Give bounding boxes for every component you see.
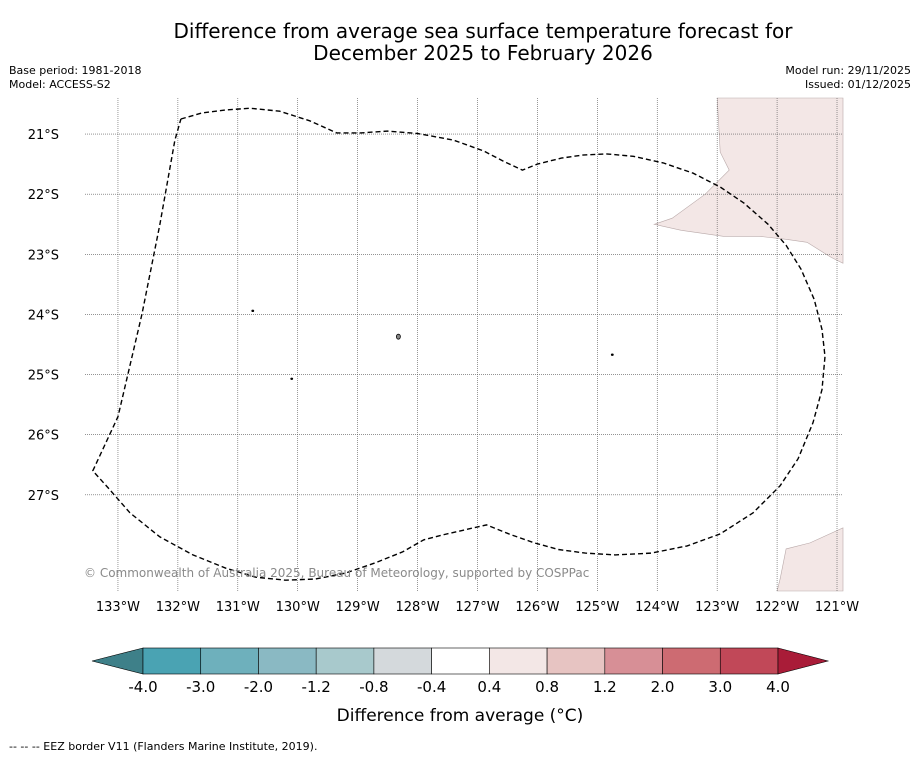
anomaly-region: [776, 527, 844, 592]
colorbar-tick-label: -0.4: [417, 678, 446, 696]
colorbar: -4.0 -3.0 -2.0 -1.2 -0.8 -0.4 0.4 0.8 1.2 2.0 3.0 4…: [91, 647, 830, 696]
longitude-tick-label: 129°W: [336, 600, 380, 615]
base-period: Base period: 1981-2018: [9, 64, 142, 77]
colorbar-high-extension: [777, 647, 830, 675]
latitude-tick-label: 24°S: [28, 308, 59, 323]
metadata-right: Model run: 29/11/2025 Issued: 01/12/2025: [785, 64, 911, 92]
colorbar-tick-label: -3.0: [186, 678, 215, 696]
colorbar-segment: [604, 647, 663, 675]
colorbar-segment: [258, 647, 317, 675]
latitude-tick-label: 22°S: [28, 188, 59, 203]
colorbar-segment: [546, 647, 606, 675]
latitude-tick-label: 27°S: [28, 489, 59, 504]
longitude-tick-label: 121°W: [815, 600, 859, 615]
colorbar-segment: [200, 647, 259, 675]
eez-border: [91, 107, 826, 581]
model-name: Model: ACCESS-S2: [9, 78, 111, 91]
colorbar-tick-label: -4.0: [128, 678, 157, 696]
latitude-tick-label: 23°S: [28, 248, 59, 263]
colorbar-tick-label: 1.2: [593, 678, 617, 696]
metadata-left: Base period: 1981-2018 Model: ACCESS-S2: [9, 64, 141, 92]
axis-labels: 133°W 132°W 131°W 130°W 129°W 128°W 127°W 126°W…: [28, 128, 860, 615]
island: [251, 309, 255, 313]
longitude-tick-label: 130°W: [276, 600, 320, 615]
longitude-tick-label: 127°W: [455, 600, 499, 615]
longitude-tick-label: 123°W: [695, 600, 739, 615]
colorbar-tick-label: -1.2: [302, 678, 331, 696]
copyright-notice: © Commonwealth of Australia 2025, Bureau…: [84, 566, 589, 580]
longitude-tick-label: 128°W: [395, 600, 439, 615]
longitude-tick-label: 124°W: [635, 600, 679, 615]
latitude-tick-label: 26°S: [28, 429, 59, 444]
island-layer: [251, 309, 614, 380]
colorbar-tick-label: 3.0: [708, 678, 732, 696]
longitude-tick-label: 122°W: [755, 600, 799, 615]
model-run: Model run: 29/11/2025: [785, 64, 911, 77]
colorbar-segment: [719, 647, 779, 675]
colorbar-title: Difference from average (°C): [337, 706, 584, 726]
island: [395, 333, 401, 340]
colorbar-tick-label: 4.0: [766, 678, 790, 696]
colorbar-tick-label: -2.0: [244, 678, 273, 696]
colorbar-tick-label: 0.8: [535, 678, 559, 696]
anomaly-region: [653, 97, 844, 264]
longitude-tick-label: 126°W: [515, 600, 559, 615]
latitude-tick-label: 21°S: [28, 128, 59, 143]
colorbar-segment: [489, 647, 548, 675]
eez-border-layer: [91, 107, 826, 581]
colorbar-segment: [142, 647, 202, 675]
colorbar-low-extension: [91, 647, 144, 675]
colorbar-tick-label: 2.0: [651, 678, 675, 696]
latitude-tick-label: 25°S: [28, 369, 59, 384]
colorbar-tick-label: -0.8: [359, 678, 388, 696]
colorbar-segment: [373, 647, 432, 675]
island: [290, 377, 294, 380]
longitude-tick-label: 133°W: [96, 600, 140, 615]
colorbar-segment: [431, 647, 490, 675]
island: [610, 353, 614, 356]
title-line-2: December 2025 to February 2026: [313, 41, 653, 65]
colorbar-segment: [662, 647, 721, 675]
colorbar-tick-label: 0.4: [477, 678, 501, 696]
longitude-tick-label: 131°W: [216, 600, 260, 615]
title-line-1: Difference from average sea surface temp…: [173, 19, 793, 43]
anomaly-layer: [653, 97, 844, 592]
longitude-tick-label: 125°W: [575, 600, 619, 615]
map-figure: 133°W 132°W 131°W 130°W 129°W 128°W 127°W 126°W…: [28, 97, 860, 726]
issued-date: Issued: 01/12/2025: [804, 78, 911, 91]
colorbar-segment: [315, 647, 375, 675]
chart-title: Difference from average sea surface temp…: [0, 20, 919, 64]
longitude-tick-label: 132°W: [156, 600, 200, 615]
graticule: [85, 98, 843, 591]
eez-footnote: -- -- -- EEZ border V11 (Flanders Marine…: [9, 740, 318, 753]
